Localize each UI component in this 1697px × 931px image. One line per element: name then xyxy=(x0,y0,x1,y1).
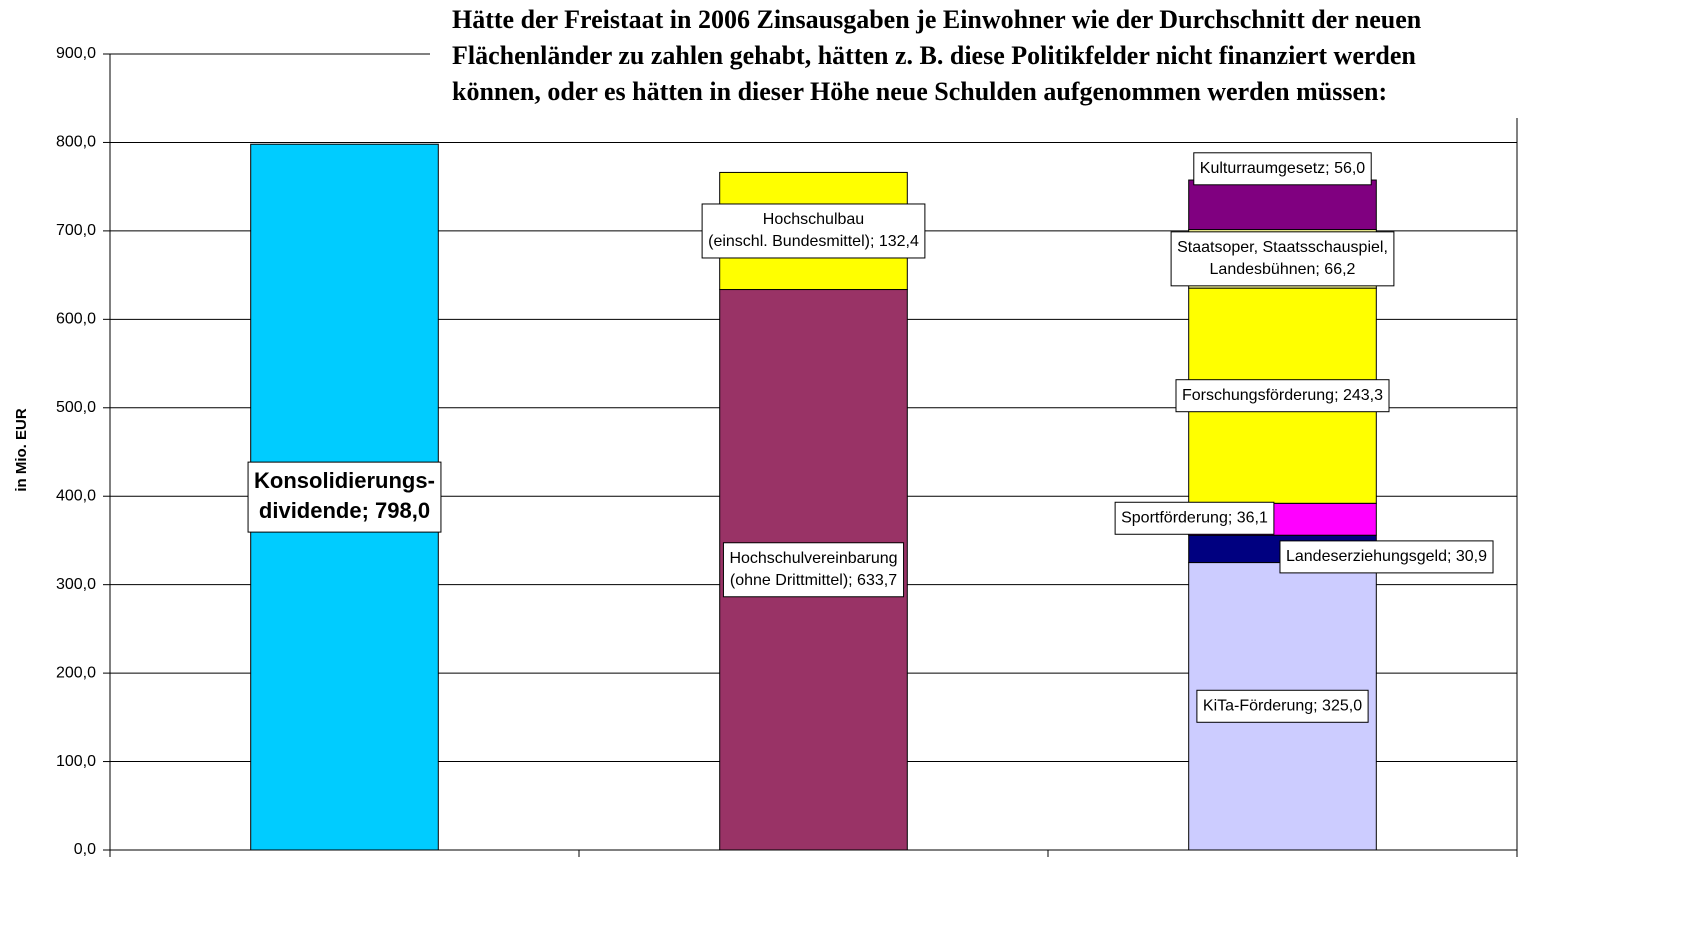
data-label-box xyxy=(1114,501,1275,535)
y-tick-label: 600,0 xyxy=(56,311,96,328)
data-label-text: Landesbühnen; 66,2 xyxy=(1210,261,1356,278)
data-label: Konsolidierungs-dividende; 798,0 xyxy=(247,461,442,533)
data-label-text: KiTa-Förderung; 325,0 xyxy=(1203,697,1362,714)
data-label-text: dividende; 798,0 xyxy=(259,498,430,523)
data-label: Kulturraumgesetz; 56,0 xyxy=(1193,152,1372,186)
chart-title: können, oder es hätten in dieser Höhe ne… xyxy=(452,77,1387,106)
data-label-text: Staatsoper, Staatsschauspiel, xyxy=(1177,239,1388,256)
y-tick-label: 700,0 xyxy=(56,222,96,239)
y-tick-label: 200,0 xyxy=(56,664,96,681)
data-label-text: Konsolidierungs- xyxy=(254,468,435,493)
y-tick-label: 500,0 xyxy=(56,399,96,416)
data-label-box xyxy=(247,461,442,533)
data-label-text: Hochschulvereinbarung xyxy=(729,550,897,567)
data-label: KiTa-Förderung; 325,0 xyxy=(1196,689,1369,723)
data-label-box xyxy=(1279,540,1494,574)
data-label-text: Kulturraumgesetz; 56,0 xyxy=(1200,160,1366,177)
data-label: Landeserziehungsgeld; 30,9 xyxy=(1279,540,1494,574)
title-background xyxy=(430,0,1697,118)
data-label: Hochschulvereinbarung (ohne Drittmittel);… xyxy=(722,542,905,598)
data-label: Hochschulbau (einschl. Bundesmittel); 132… xyxy=(701,203,926,259)
y-tick-label: 300,0 xyxy=(56,576,96,593)
bar-segment xyxy=(1188,179,1377,231)
data-label-text: (einschl. Bundesmittel); 132,4 xyxy=(708,233,919,250)
y-tick-label: 800,0 xyxy=(56,134,96,151)
data-label: Forschungsförderung; 243,3 xyxy=(1175,379,1390,413)
y-axis-label: in Mio. EUR xyxy=(13,408,30,491)
data-label-text: Landeserziehungsgeld; 30,9 xyxy=(1286,548,1487,565)
data-label-text: (ohne Drittmittel); 633,7 xyxy=(730,572,897,589)
y-tick-label: 100,0 xyxy=(56,753,96,770)
y-tick-label: 900,0 xyxy=(56,45,96,62)
data-label-box xyxy=(1196,689,1369,723)
data-label-box xyxy=(1170,231,1395,287)
data-label-text: Sportförderung; 36,1 xyxy=(1121,509,1268,526)
data-label-box xyxy=(701,203,926,259)
data-label-box xyxy=(722,542,905,598)
data-label-text: Hochschulbau xyxy=(763,211,864,228)
chart-title: Hätte der Freistaat in 2006 Zinsausgaben… xyxy=(452,5,1422,34)
data-label: Sportförderung; 36,1 xyxy=(1114,501,1275,535)
data-label-box xyxy=(1175,379,1390,413)
data-label: Staatsoper, Staatsschauspiel, Landesbühne… xyxy=(1170,231,1395,287)
data-label-text: Forschungsförderung; 243,3 xyxy=(1182,387,1383,404)
y-tick-label: 400,0 xyxy=(56,487,96,504)
data-label-box xyxy=(1193,152,1372,186)
y-tick-label: 0,0 xyxy=(74,841,96,858)
chart-title: Flächenländer zu zahlen gehabt, hätten z… xyxy=(452,41,1416,70)
